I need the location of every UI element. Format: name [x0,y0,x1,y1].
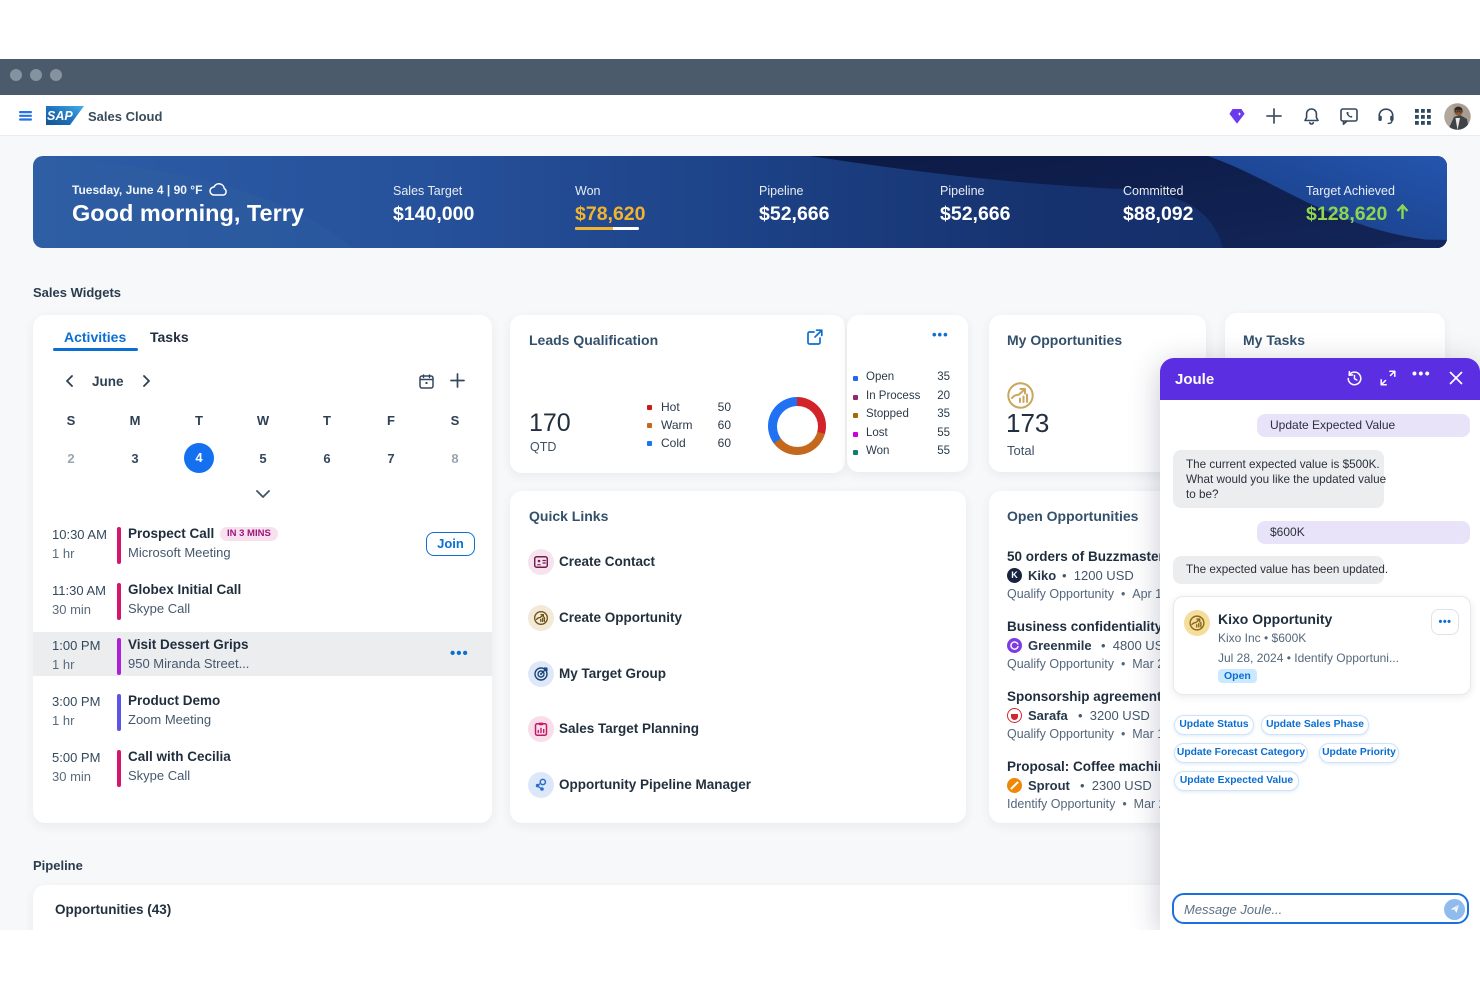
svg-text:SAP: SAP [47,109,73,123]
